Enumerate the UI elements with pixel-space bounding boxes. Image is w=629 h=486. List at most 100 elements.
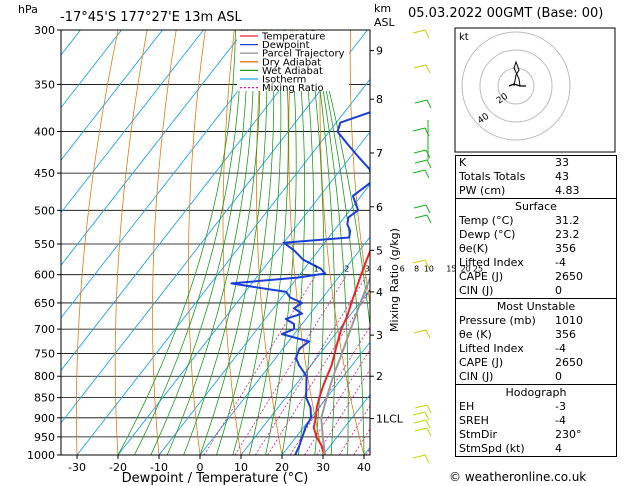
wind-barb	[426, 159, 432, 169]
km-tick-label: 4	[376, 286, 383, 299]
surface-row: Lifted Index -4	[459, 256, 566, 269]
wet-adiabat-line	[311, 30, 336, 455]
wet-adiabat-line	[216, 30, 275, 455]
index-row: PW (cm) 4.83	[459, 184, 580, 197]
wet-adiabat-line	[232, 30, 282, 455]
legend-entry: Dry Adiabat	[262, 57, 321, 68]
temperature-tick-label: -20	[109, 461, 127, 474]
run-date: 05.03.2022 00GMT (Base: 00)	[408, 6, 604, 21]
isotherm-line	[281, 341, 370, 455]
series-temperature	[312, 248, 370, 455]
km-unit-label: km	[374, 2, 391, 15]
surface-row: Dewp (°C) 23.2	[459, 228, 580, 241]
mixing-ratio-label: 2	[344, 265, 349, 274]
wet-adiabat-line	[134, 30, 242, 455]
dry-adiabat-line	[319, 30, 365, 455]
wind-barb-flag	[413, 64, 427, 69]
pressure-tick-label: 650	[34, 297, 55, 310]
wind-barb-flag	[414, 214, 428, 219]
wind-barb	[426, 99, 432, 109]
wind-barb-flag	[412, 411, 426, 416]
pressure-tick-label: 800	[34, 370, 55, 383]
x-axis-title: Dewpoint / Temperature (°C)	[122, 471, 309, 486]
dry-adiabat-line	[76, 30, 119, 455]
legend-entry: Dewpoint	[262, 40, 310, 51]
temperature-tick-label: 40	[357, 461, 371, 474]
mixing-ratio-label: 6	[400, 265, 405, 274]
plot-frame	[60, 29, 371, 456]
temperature-tick-label: 20	[275, 461, 289, 474]
temperature-tick-label: 10	[234, 461, 248, 474]
km-tick-label: 3	[376, 329, 383, 342]
y-unit-label: hPa	[18, 3, 38, 16]
dry-adiabat-line	[222, 30, 242, 455]
wet-adiabat-line	[166, 30, 255, 455]
surface-row: θe(K) 356	[459, 242, 576, 255]
temperature-tick-label: 30	[316, 461, 330, 474]
dry-adiabat-line	[349, 30, 370, 306]
wind-barb-flag	[412, 169, 426, 174]
wet-adiabat-line	[307, 30, 325, 455]
wet-adiabat-line	[313, 30, 370, 330]
wind-barb	[424, 169, 430, 179]
pressure-tick-label: 450	[34, 167, 55, 180]
hodograph: kt 20 40	[454, 27, 616, 153]
wet-adiabat-line	[248, 30, 289, 455]
location-title: -17°45'S 177°27'E 13m ASL	[60, 10, 242, 25]
pressure-tick-label: 400	[34, 126, 55, 139]
wind-barb-flag	[412, 29, 426, 34]
hodograph-unit: kt	[459, 32, 469, 43]
wet-adiabat-line	[199, 30, 268, 455]
hodograph-row: StmDir 230°	[459, 428, 582, 441]
km-tick-label: 7	[376, 147, 383, 160]
mixing-ratio-label: 25	[473, 265, 483, 274]
wind-barb	[425, 419, 431, 429]
pressure-tick-label: 500	[34, 204, 55, 217]
mixing-ratio-line	[203, 274, 317, 455]
legend-entry: Temperature	[261, 32, 325, 43]
surface-row: CIN (J) 0	[459, 284, 562, 297]
wet-adiabat-line	[183, 30, 261, 455]
legend-entry: Mixing Ratio	[262, 83, 324, 94]
wind-barb	[426, 404, 432, 414]
wind-barb-flag	[414, 99, 428, 104]
wind-barb	[425, 64, 431, 74]
wind-barb	[424, 411, 430, 421]
mixing-ratio-line	[267, 289, 370, 455]
wind-barb-flag	[413, 149, 427, 154]
mixing-ratio-label: 10	[424, 265, 434, 274]
most-unstable-row: Lifted Index -4	[459, 342, 566, 355]
isotherm-line	[61, 30, 204, 214]
wind-barb-flag	[414, 404, 428, 409]
asl-unit-label: ASL	[374, 16, 396, 29]
km-tick-label: 6	[376, 201, 383, 214]
mixing-ratio-label: 3	[365, 265, 370, 274]
legend-entry: Parcel Trajectory	[262, 49, 345, 60]
wet-adiabat-line	[298, 30, 315, 455]
most-unstable-row: Pressure (mb) 1010	[459, 314, 583, 327]
isotherm-line	[199, 236, 370, 455]
isotherm-line	[158, 183, 370, 455]
mixing-ratio-label: 15	[446, 265, 456, 274]
mixing-ratio-line	[353, 428, 370, 455]
series-dewpoint	[230, 111, 370, 455]
wet-adiabat-line	[117, 30, 236, 455]
legend-entry: Wet Adiabat	[262, 66, 323, 77]
isotherm-line	[61, 30, 245, 266]
wind-barb	[424, 259, 430, 269]
mixing-ratio-axis-title: Mixing Ratio (g/kg)	[388, 228, 401, 332]
wet-adiabat-line	[265, 30, 297, 455]
legend-box	[237, 31, 349, 91]
pressure-tick-label: 850	[34, 392, 55, 405]
wind-barb-flag	[414, 159, 428, 164]
wind-barb	[424, 454, 430, 464]
temperature-tick-label: -10	[150, 461, 168, 474]
wind-barb	[425, 329, 431, 339]
mixing-ratio-label: 4	[377, 265, 382, 274]
isotherm-line	[76, 78, 370, 455]
pressure-tick-label: 350	[34, 78, 55, 91]
isotherm-line	[61, 30, 122, 109]
isotherm-line	[240, 288, 370, 455]
wind-barb	[426, 427, 432, 437]
hodograph-row: StmSpd (kt) 4	[459, 442, 562, 455]
